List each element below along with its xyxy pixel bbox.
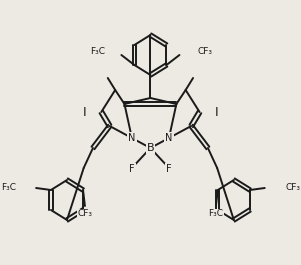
Text: I: I	[214, 105, 218, 118]
Text: B: B	[147, 143, 154, 153]
Text: I: I	[83, 105, 86, 118]
Text: F₃C: F₃C	[1, 183, 16, 192]
Text: F₃C: F₃C	[209, 210, 223, 219]
Text: CF₃: CF₃	[198, 47, 213, 56]
Text: N: N	[165, 133, 173, 143]
Text: F: F	[166, 164, 172, 174]
Text: N: N	[128, 133, 135, 143]
Text: CF₃: CF₃	[77, 210, 92, 219]
Text: CF₃: CF₃	[285, 183, 300, 192]
Text: F: F	[129, 164, 135, 174]
Text: F₃C: F₃C	[90, 47, 105, 56]
